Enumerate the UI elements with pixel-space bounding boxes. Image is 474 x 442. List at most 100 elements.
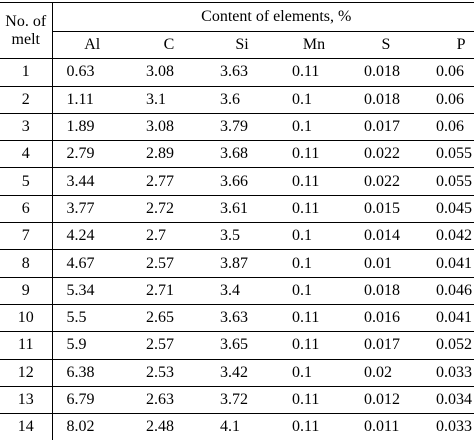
table-row: 4 2.79 2.89 3.68 0.11 0.022 0.055 (0, 140, 474, 168)
table-row: 13 6.79 2.63 3.72 0.11 0.012 0.034 (0, 385, 474, 414)
header-row: No. of melt Content of elements, % (0, 1, 474, 59)
element-content: 5.34 (52, 276, 132, 305)
column-header: S (350, 30, 422, 59)
element-content: 0.11 (278, 194, 350, 223)
element-content: 2.72 (132, 194, 206, 223)
table-row: 8 4.67 2.57 3.87 0.1 0.01 0.041 (0, 249, 474, 278)
element-content: 0.11 (278, 140, 350, 168)
element-content: 0.015 (350, 194, 422, 223)
element-content: 3.1 (132, 85, 206, 114)
element-content: 0.1 (278, 276, 350, 305)
element-content: 0.041 (422, 303, 474, 332)
table-row: 3 1.89 3.08 3.79 0.1 0.017 0.06 (0, 112, 474, 141)
element-content: 0.042 (422, 222, 474, 250)
element-content: 6.79 (52, 385, 132, 414)
element-content: 3.77 (52, 194, 132, 223)
element-content: 0.022 (350, 167, 422, 196)
element-content: 4.1 (206, 413, 278, 441)
element-content: 5.5 (52, 303, 132, 332)
column-header: Si (206, 30, 278, 59)
header-line: melt (11, 30, 40, 48)
column-header: P (422, 30, 474, 59)
element-content: 2.79 (52, 140, 132, 168)
content-header: Content of elements, % (52, 2, 474, 32)
column-header: Al (52, 30, 132, 59)
element-content: 0.01 (350, 249, 422, 278)
element-content: 2.7 (132, 222, 206, 250)
element-content: 0.11 (278, 385, 350, 414)
melt-number: 6 (0, 194, 53, 223)
element-content: 3.65 (206, 331, 278, 360)
element-content: 2.65 (132, 303, 206, 332)
table-row: 7 4.24 2.7 3.5 0.1 0.014 0.042 (0, 222, 474, 250)
melt-number: 1 (0, 58, 53, 87)
element-content: 3.79 (206, 112, 278, 141)
header-line: No. of (5, 12, 47, 30)
element-content: 0.017 (350, 112, 422, 141)
table-row: 2 1.11 3.1 3.6 0.1 0.018 0.06 (0, 85, 474, 114)
melt-number: 12 (0, 358, 53, 387)
table-head: No. of melt Content of elements, % Al C Si… (0, 1, 474, 59)
element-content: 0.018 (350, 276, 422, 305)
element-content: 3.87 (206, 249, 278, 278)
element-content: 6.38 (52, 358, 132, 387)
element-content: 5.9 (52, 331, 132, 360)
element-content: 2.57 (132, 249, 206, 278)
element-content: 2.89 (132, 140, 206, 168)
table-row: 9 5.34 2.71 3.4 0.1 0.018 0.046 (0, 276, 474, 305)
element-content: 2.77 (132, 167, 206, 196)
element-content: 2.71 (132, 276, 206, 305)
column-header: C (132, 30, 206, 59)
element-content: 4.67 (52, 249, 132, 278)
element-content: 0.11 (278, 58, 350, 87)
element-content: 3.44 (52, 167, 132, 196)
element-content: 0.018 (350, 58, 422, 87)
element-content: 0.016 (350, 303, 422, 332)
table-row: 14 8.02 2.48 4.1 0.11 0.011 0.033 (0, 413, 474, 441)
element-content: 0.022 (350, 140, 422, 168)
element-content: 8.02 (52, 413, 132, 441)
element-content: 0.046 (422, 276, 474, 305)
table-row: 1 0.63 3.08 3.63 0.11 0.018 0.06 (0, 58, 474, 87)
melt-number: 13 (0, 385, 53, 414)
melt-number: 5 (0, 167, 53, 196)
element-content: 0.11 (278, 303, 350, 332)
element-content: 2.48 (132, 413, 206, 441)
element-content: 3.61 (206, 194, 278, 223)
element-content: 1.89 (52, 112, 132, 141)
element-content: 0.11 (278, 413, 350, 441)
element-content: 0.055 (422, 167, 474, 196)
element-content: 0.055 (422, 140, 474, 168)
table-row: 12 6.38 2.53 3.42 0.1 0.02 0.033 (0, 358, 474, 387)
element-content: 3.63 (206, 58, 278, 87)
element-content: 3.5 (206, 222, 278, 250)
element-content: 0.63 (52, 58, 132, 87)
element-content: 0.041 (422, 249, 474, 278)
element-header-row: Al C Si Mn S P (0, 30, 474, 59)
element-content: 0.017 (350, 331, 422, 360)
table-row: 6 3.77 2.72 3.61 0.11 0.015 0.045 (0, 194, 474, 223)
element-content: 0.1 (278, 112, 350, 141)
table-row: 5 3.44 2.77 3.66 0.11 0.022 0.055 (0, 167, 474, 196)
table-row: 10 5.5 2.65 3.63 0.11 0.016 0.041 (0, 303, 474, 332)
element-content: 3.72 (206, 385, 278, 414)
element-content: 0.06 (422, 58, 474, 87)
element-content: 3.08 (132, 112, 206, 141)
element-content: 0.06 (422, 85, 474, 114)
element-content: 3.6 (206, 85, 278, 114)
element-content: 3.66 (206, 167, 278, 196)
melt-header: No. of melt (0, 1, 53, 59)
element-content: 0.1 (278, 249, 350, 278)
element-content: 0.1 (278, 358, 350, 387)
element-content: 0.11 (278, 331, 350, 360)
melt-number: 14 (0, 413, 53, 441)
element-content: 0.034 (422, 385, 474, 414)
element-content: 2.53 (132, 358, 206, 387)
element-content: 0.045 (422, 194, 474, 223)
element-content: 3.68 (206, 140, 278, 168)
element-content: 0.018 (350, 85, 422, 114)
element-content: 3.42 (206, 358, 278, 387)
element-content: 2.57 (132, 331, 206, 360)
